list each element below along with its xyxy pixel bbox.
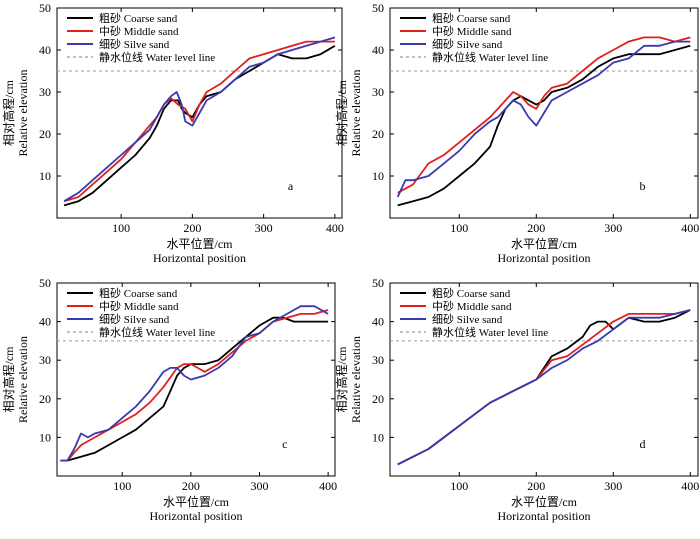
legend-label: 中砂 Middle sand: [99, 300, 179, 313]
y-tick-label: 20: [39, 127, 51, 141]
series-line-2: [397, 309, 691, 466]
legend-label: 细砂 Silve sand: [432, 38, 503, 51]
y-tick-label: 50: [39, 276, 51, 290]
panel-letter: b: [639, 179, 645, 193]
series-line-2: [60, 305, 329, 462]
y-axis-title: 相对高程/cm: [334, 346, 349, 413]
x-tick-label: 400: [681, 479, 699, 493]
plot-frame: [56, 7, 343, 219]
legend-label: 中砂 Middle sand: [432, 25, 512, 38]
y-tick-label: 40: [372, 43, 384, 57]
series-line-2: [63, 36, 336, 202]
y-axis-title-en: Relative elevation: [349, 336, 363, 423]
legend-label: 中砂 Middle sand: [432, 300, 512, 313]
y-tick-label: 10: [39, 430, 51, 444]
x-axis-title-en: Horizontal position: [498, 509, 591, 523]
panel-letter: a: [288, 179, 294, 193]
y-tick-label: 20: [372, 127, 384, 141]
y-axis-title-en: Relative elevation: [16, 336, 30, 423]
legend-label: 细砂 Silve sand: [99, 313, 170, 326]
series-line-0: [397, 44, 691, 207]
legend-label: 粗砂 Coarse sand: [432, 12, 511, 25]
x-tick-label: 200: [527, 221, 545, 235]
panel-letter: d: [639, 437, 645, 451]
plot-frame: [389, 7, 699, 219]
y-tick-label: 10: [39, 169, 51, 183]
plot-frame: [389, 282, 699, 477]
y-axis-title: 相对高程/cm: [1, 346, 16, 413]
y-tick-label: 20: [39, 392, 51, 406]
y-tick-label: 30: [372, 85, 384, 99]
series-line-1: [397, 36, 691, 194]
y-axis-title: 相对高程/cm: [334, 79, 349, 146]
y-tick-label: 30: [39, 353, 51, 367]
x-tick-label: 400: [326, 221, 344, 235]
legend-label: 静水位线 Water level line: [99, 50, 215, 64]
x-axis-title-en: Horizontal position: [153, 251, 246, 265]
y-tick-label: 30: [39, 85, 51, 99]
y-tick-label: 10: [372, 430, 384, 444]
x-axis-title: 水平位置/cm: [511, 494, 578, 509]
x-tick-label: 300: [255, 221, 273, 235]
x-axis-title: 水平位置/cm: [511, 236, 578, 251]
x-tick-label: 300: [250, 479, 268, 493]
y-tick-label: 40: [372, 315, 384, 329]
x-tick-label: 200: [183, 221, 201, 235]
y-tick-label: 40: [39, 43, 51, 57]
series-line-1: [63, 40, 335, 203]
x-axis-title-en: Horizontal position: [150, 509, 243, 523]
legend-label: 静水位线 Water level line: [432, 50, 548, 64]
y-axis-title-en: Relative elevation: [349, 70, 363, 157]
x-tick-label: 300: [604, 221, 622, 235]
y-tick-label: 50: [372, 1, 384, 15]
y-tick-label: 50: [39, 1, 51, 15]
panel-letter: c: [282, 437, 287, 451]
legend-label: 细砂 Silve sand: [99, 38, 170, 51]
y-tick-label: 30: [372, 353, 384, 367]
legend-label: 静水位线 Water level line: [99, 325, 215, 339]
y-tick-label: 40: [39, 315, 51, 329]
x-tick-label: 400: [681, 221, 699, 235]
legend-label: 粗砂 Coarse sand: [99, 12, 178, 25]
x-tick-label: 100: [450, 479, 468, 493]
y-axis-title-en: Relative elevation: [16, 70, 30, 157]
y-axis-title: 相对高程/cm: [1, 79, 16, 146]
x-tick-label: 100: [112, 221, 130, 235]
x-tick-label: 300: [604, 479, 622, 493]
x-axis-title: 水平位置/cm: [163, 494, 230, 509]
x-tick-label: 100: [450, 221, 468, 235]
x-axis-title-en: Horizontal position: [498, 251, 591, 265]
series-line-0: [63, 45, 336, 207]
legend-label: 粗砂 Coarse sand: [432, 287, 511, 300]
x-tick-label: 200: [527, 479, 545, 493]
series-line-2: [396, 40, 691, 198]
y-tick-label: 10: [372, 169, 384, 183]
legend-label: 粗砂 Coarse sand: [99, 287, 178, 300]
legend-label: 细砂 Silve sand: [432, 313, 503, 326]
x-tick-label: 200: [182, 479, 200, 493]
y-tick-label: 50: [372, 276, 384, 290]
y-tick-label: 20: [372, 392, 384, 406]
series-line-0: [60, 316, 329, 462]
legend-label: 中砂 Middle sand: [99, 25, 179, 38]
x-tick-label: 400: [319, 479, 337, 493]
x-axis-title: 水平位置/cm: [167, 236, 234, 251]
plot-frame: [56, 282, 336, 477]
legend-label: 静水位线 Water level line: [432, 325, 548, 339]
x-tick-label: 100: [113, 479, 131, 493]
